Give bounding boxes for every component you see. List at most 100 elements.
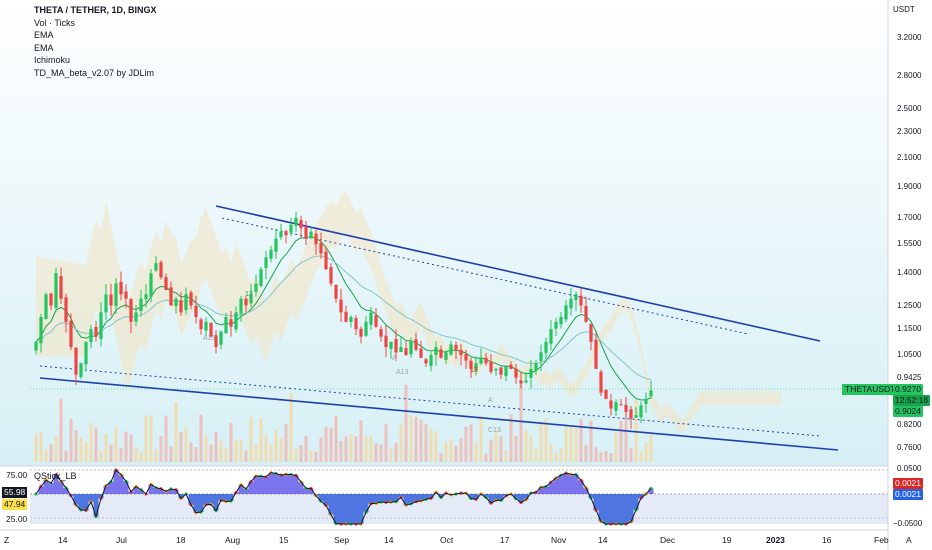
volume-bar bbox=[384, 424, 388, 462]
qstick-bar bbox=[613, 494, 619, 524]
volume-bar bbox=[444, 441, 448, 462]
qstick-bar bbox=[303, 488, 309, 494]
time-axis-left-corner[interactable]: Z bbox=[4, 535, 10, 545]
volume-bar bbox=[349, 434, 353, 462]
qstick-bar bbox=[353, 494, 359, 524]
qstick-bar bbox=[583, 487, 589, 494]
symbol-title[interactable]: THETA / TETHER, 1D, BINGX bbox=[34, 5, 157, 15]
qstick-bar bbox=[413, 494, 419, 502]
last-price-tag: 0.9270 bbox=[893, 384, 923, 395]
candle-body bbox=[434, 347, 438, 355]
volume-bar bbox=[89, 422, 93, 462]
legend-ema-1[interactable]: EMA bbox=[34, 30, 54, 40]
volume-bar bbox=[424, 424, 428, 462]
qstick-bar bbox=[373, 494, 379, 504]
volume-bar bbox=[129, 434, 133, 462]
volume-bar bbox=[524, 430, 528, 462]
volume-bar bbox=[584, 444, 588, 462]
candle-body bbox=[54, 273, 58, 308]
qstick-bar bbox=[38, 486, 44, 494]
qstick-bar bbox=[43, 480, 49, 494]
qstick-value-red: 0.0021 bbox=[893, 478, 923, 489]
price-tick: 0.7600 bbox=[897, 443, 922, 452]
volume-bar bbox=[319, 437, 323, 462]
candle-body bbox=[39, 317, 43, 344]
candle-body bbox=[634, 415, 638, 418]
qstick-left-25: 25.00 bbox=[6, 514, 28, 524]
qstick-bar bbox=[73, 494, 79, 506]
volume-bar bbox=[54, 436, 58, 462]
qstick-bar bbox=[558, 475, 564, 494]
candle-body bbox=[404, 348, 408, 356]
candles bbox=[34, 211, 653, 429]
volume-bar bbox=[114, 427, 118, 462]
qstick-bar bbox=[398, 494, 404, 498]
qstick-bar bbox=[563, 473, 569, 494]
candle-body bbox=[314, 233, 318, 245]
volume-bar bbox=[459, 438, 463, 462]
currency-label: USDT bbox=[893, 5, 915, 14]
volume-bar bbox=[639, 451, 643, 462]
qstick-bar bbox=[158, 488, 164, 494]
candle-body bbox=[124, 291, 128, 299]
legend-volume[interactable]: Vol · Ticks bbox=[34, 17, 76, 28]
volume-bar bbox=[119, 447, 123, 462]
symbol-price-tag[interactable]: THETAUSDT bbox=[842, 384, 899, 395]
time-axis-right-corner[interactable]: A bbox=[906, 535, 912, 545]
qstick-label[interactable]: QStick_LB bbox=[34, 471, 77, 481]
candle-body bbox=[249, 294, 253, 304]
candle-body bbox=[579, 295, 583, 306]
date-label: 19 bbox=[722, 535, 732, 545]
volume-bar bbox=[589, 420, 593, 462]
volume-bar bbox=[139, 451, 143, 462]
candle-body bbox=[174, 298, 178, 307]
volume-bar bbox=[84, 442, 88, 462]
qstick-bar bbox=[408, 494, 414, 504]
candle-body bbox=[294, 217, 298, 226]
volume-bar bbox=[329, 428, 333, 462]
candle-body bbox=[139, 298, 143, 311]
legend-ema-2[interactable]: EMA bbox=[34, 42, 54, 53]
volume-bar bbox=[214, 432, 218, 462]
qstick-bar bbox=[633, 494, 639, 510]
candle-body bbox=[614, 402, 618, 411]
qstick-bar bbox=[293, 475, 299, 494]
qstick-bar bbox=[608, 494, 614, 524]
td-count-label: A bbox=[392, 355, 397, 362]
volume-bar bbox=[549, 443, 553, 462]
qstick-bar bbox=[188, 494, 194, 505]
legend-ichimoku[interactable]: Ichimoku bbox=[34, 55, 71, 65]
qstick-bar bbox=[603, 494, 609, 524]
qstick-bar bbox=[543, 486, 549, 494]
legend-td-ma[interactable]: TD_MA_beta_v2.07 by JDLim bbox=[34, 67, 155, 78]
qstick-bar bbox=[333, 494, 339, 524]
candle-body bbox=[594, 339, 598, 369]
volume-bar bbox=[419, 419, 423, 462]
td-count-label: A13 bbox=[396, 369, 409, 376]
date-label: Oct bbox=[440, 535, 454, 545]
volume-bar bbox=[124, 431, 128, 462]
volume-bar bbox=[404, 384, 408, 462]
volume-bar bbox=[244, 450, 248, 462]
volume-bar bbox=[44, 449, 48, 462]
candle-body bbox=[79, 363, 83, 378]
qstick-bar bbox=[648, 488, 654, 494]
volume-bar bbox=[194, 447, 198, 462]
date-label: Jul bbox=[116, 535, 127, 545]
qstick-bar bbox=[173, 489, 179, 494]
qstick-bar bbox=[343, 494, 349, 524]
candle-body bbox=[364, 321, 368, 336]
volume-bar bbox=[574, 427, 578, 462]
qstick-bar bbox=[403, 494, 409, 506]
volume-bar bbox=[629, 448, 633, 462]
qstick-band bbox=[30, 494, 888, 524]
candle-body bbox=[444, 352, 448, 360]
date-label: 14 bbox=[58, 535, 68, 545]
countdown-tag: 12:52:18 bbox=[893, 395, 931, 406]
qstick-bar bbox=[213, 494, 219, 511]
candle-body bbox=[114, 283, 118, 306]
qstick-bar bbox=[203, 494, 209, 505]
volume-bar bbox=[429, 428, 433, 462]
